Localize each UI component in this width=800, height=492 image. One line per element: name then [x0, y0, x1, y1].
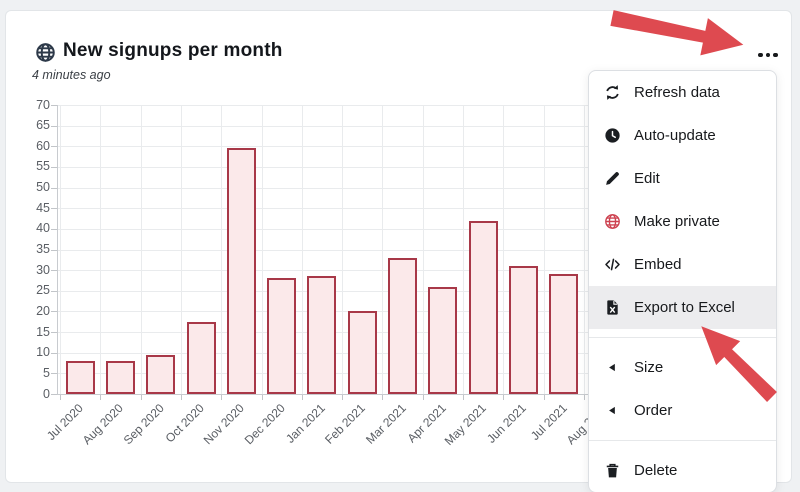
menu-item-refresh-data[interactable]: Refresh data [589, 71, 776, 114]
more-options-button[interactable] [750, 43, 786, 67]
menu-item-embed[interactable]: Embed [589, 243, 776, 286]
menu-item-edit[interactable]: Edit [589, 157, 776, 200]
triangle-left-icon [604, 359, 621, 376]
menu-item-label: Make private [634, 213, 720, 230]
menu-item-label: Edit [634, 170, 660, 187]
menu-item-delete[interactable]: Delete [589, 449, 776, 492]
menu-separator [589, 440, 776, 441]
menu-item-label: Embed [634, 256, 682, 273]
menu-item-label: Delete [634, 462, 678, 479]
menu-item-make-private[interactable]: Make private [589, 200, 776, 243]
triangle-left-icon [604, 402, 621, 419]
menu-item-auto-update[interactable]: Auto-update [589, 114, 776, 157]
code-icon [604, 256, 621, 273]
menu-item-size[interactable]: Size [589, 346, 776, 389]
menu-item-label: Export to Excel [634, 299, 735, 316]
menu-item-order[interactable]: Order [589, 389, 776, 432]
menu-item-label: Order [634, 402, 673, 419]
pencil-icon [604, 170, 621, 187]
trash-icon [604, 462, 621, 479]
last-updated-label: 4 minutes ago [32, 68, 111, 82]
menu-separator [589, 337, 776, 338]
clock-icon [604, 127, 621, 144]
excel-file-icon [604, 299, 621, 316]
context-menu: Refresh data Auto-update Edit Make private E… [588, 70, 777, 492]
page-title: New signups per month [63, 40, 283, 61]
refresh-icon [604, 84, 621, 101]
menu-item-label: Size [634, 359, 664, 376]
globe-icon [604, 213, 621, 230]
menu-item-label: Auto-update [634, 127, 716, 144]
ellipsis-icon [758, 52, 763, 58]
menu-item-label: Refresh data [634, 84, 720, 101]
globe-icon [35, 42, 56, 63]
menu-item-export-to-excel[interactable]: Export to Excel [589, 286, 776, 329]
